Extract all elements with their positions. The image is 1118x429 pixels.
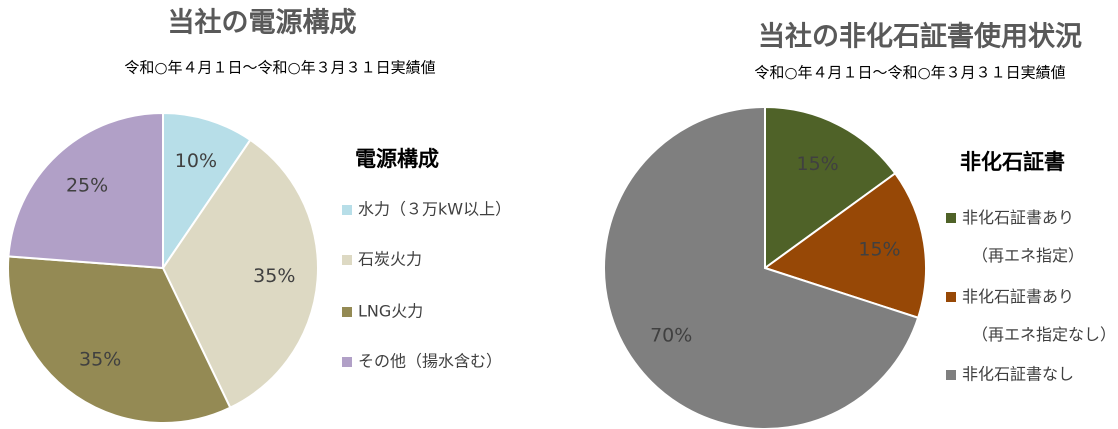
pie-slice bbox=[161, 138, 319, 409]
data-label: 10% bbox=[175, 150, 217, 172]
legend-label: 石炭火力 bbox=[358, 250, 422, 269]
data-label: 70% bbox=[650, 325, 692, 347]
legend-label: 非化石証書あり（再エネ指定） bbox=[962, 208, 1084, 265]
chart-subtitle: 令和○年４月１日～令和○年３月３１日実績値 bbox=[754, 64, 1065, 82]
pie-slice bbox=[162, 111, 252, 272]
legend-label: 非化石証書あり（再エネ指定なし） bbox=[962, 287, 1116, 344]
pie-slice bbox=[7, 255, 232, 424]
data-label: 35% bbox=[253, 265, 295, 287]
legend-marker bbox=[342, 205, 352, 215]
chart-subtitle: 令和○年４月１日～令和○年３月３１日実績値 bbox=[124, 59, 435, 77]
legend-label: その他（揚水含む） bbox=[358, 352, 502, 371]
legend-title: 電源構成 bbox=[355, 147, 439, 171]
legend-title: 非化石証書 bbox=[960, 150, 1065, 174]
legend-marker bbox=[946, 213, 956, 223]
pie-slice bbox=[603, 105, 920, 429]
legend-label: 非化石証書なし bbox=[962, 365, 1074, 384]
data-label: 25% bbox=[66, 175, 108, 197]
legend-label: LNG火力 bbox=[358, 302, 423, 321]
legend-marker bbox=[946, 370, 956, 380]
data-label: 15% bbox=[797, 153, 839, 175]
legend-marker bbox=[342, 255, 352, 265]
legend-marker bbox=[946, 292, 956, 302]
data-label: 15% bbox=[858, 238, 900, 260]
legend-marker bbox=[342, 357, 352, 367]
data-label: 35% bbox=[79, 349, 121, 371]
chart-title: 当社の非化石証書使用状況 bbox=[758, 21, 1082, 53]
legend-label: 水力（３万kW以上） bbox=[358, 200, 511, 219]
pie-slice bbox=[7, 111, 164, 270]
legend-marker bbox=[342, 307, 352, 317]
chart-title: 当社の電源構成 bbox=[168, 7, 357, 39]
pie-slice bbox=[764, 105, 897, 270]
pie-slice bbox=[762, 171, 927, 320]
